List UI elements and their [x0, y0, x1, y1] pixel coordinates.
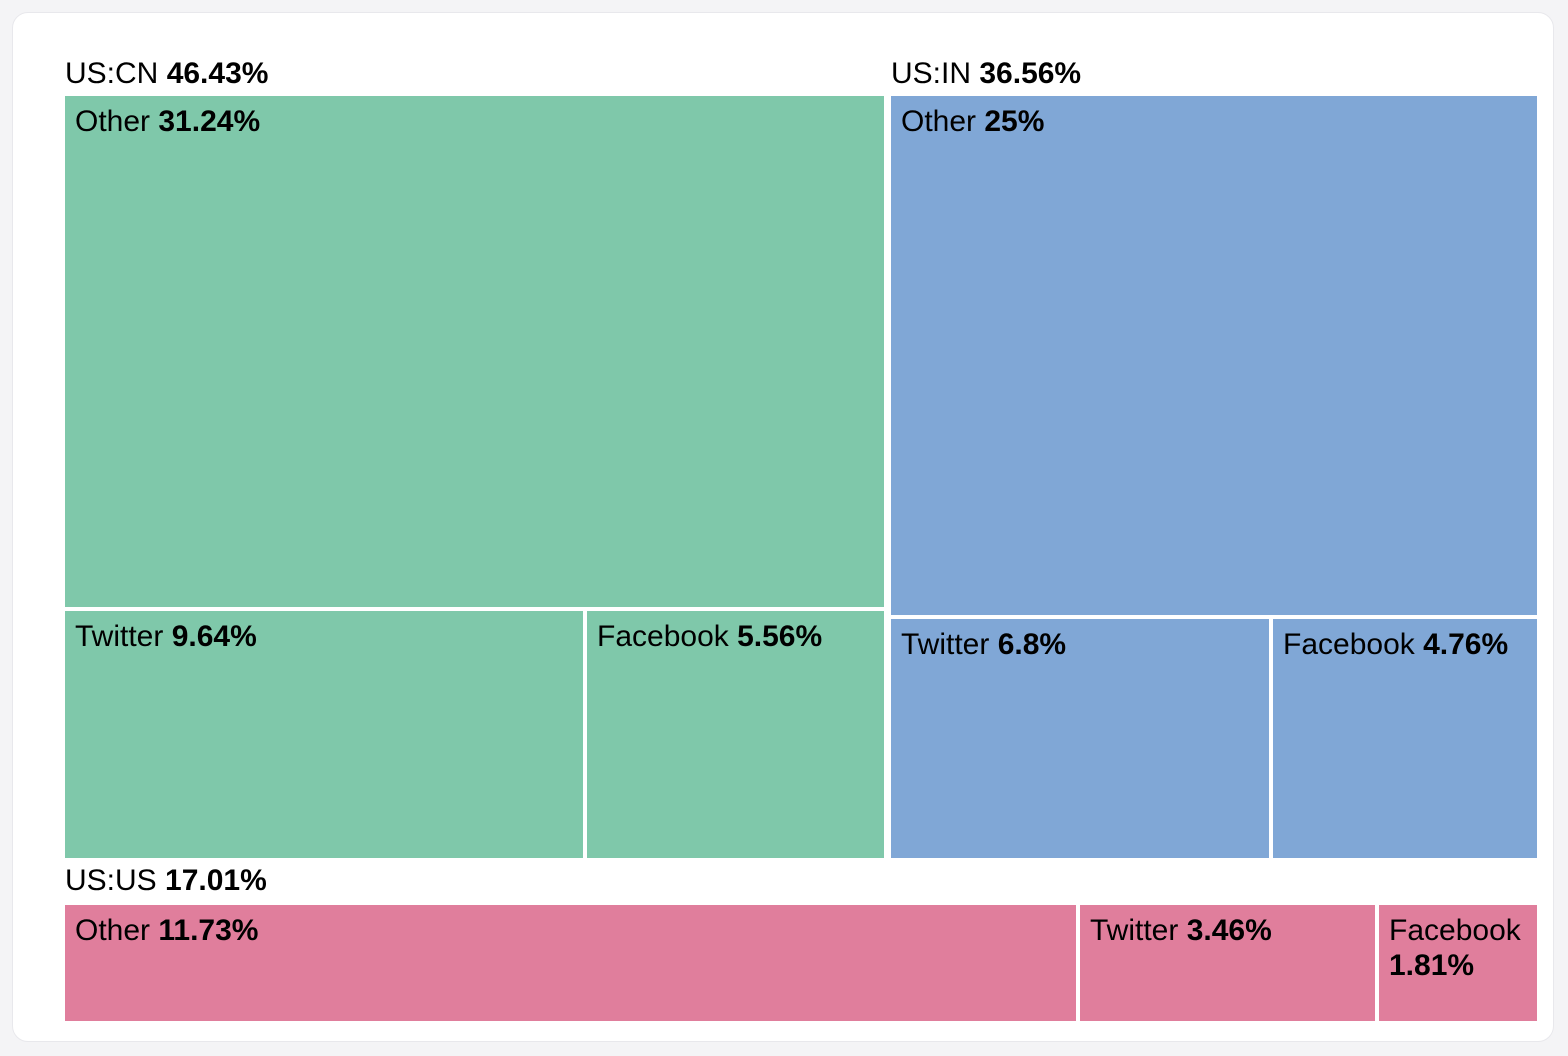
- treemap-cell-us-cn-facebook[interactable]: Facebook 5.56%: [587, 611, 884, 858]
- cell-label: Facebook: [597, 620, 729, 653]
- cell-value: 31.24%: [158, 105, 261, 138]
- cell-value: 11.73%: [158, 914, 259, 947]
- cell-label: Twitter: [75, 620, 164, 653]
- cell-value: 9.64%: [171, 620, 257, 653]
- cell-value: 25%: [984, 105, 1045, 138]
- cell-label: Other: [901, 105, 977, 138]
- group-name: US:CN: [65, 57, 159, 90]
- treemap-cell-us-in-facebook[interactable]: Facebook 4.76%: [1273, 619, 1537, 858]
- treemap-cell-us-cn-other[interactable]: Other 31.24%: [65, 96, 884, 607]
- cell-label: Twitter: [901, 628, 990, 661]
- treemap-cell-us-us-other[interactable]: Other 11.73%: [65, 905, 1076, 1021]
- treemap-cell-us-us-twitter[interactable]: Twitter 3.46%: [1080, 905, 1375, 1021]
- cell-label: Facebook: [1283, 628, 1415, 661]
- cell-value: 4.76%: [1423, 628, 1509, 661]
- treemap-cell-us-cn-twitter[interactable]: Twitter 9.64%: [65, 611, 583, 858]
- group-share: 36.56%: [979, 57, 1082, 90]
- treemap-cell-us-us-facebook[interactable]: Facebook 1.81%: [1379, 905, 1537, 1021]
- cell-label: Other: [75, 105, 151, 138]
- cell-value: 1.81%: [1389, 949, 1475, 983]
- group-header-us-us: US:US 17.01%: [65, 864, 267, 897]
- cell-label: Facebook: [1389, 914, 1521, 947]
- treemap-card: US:CN 46.43% US:IN 36.56% US:US 17.01% O…: [12, 12, 1554, 1042]
- group-name: US:US: [65, 864, 157, 897]
- group-header-us-in: US:IN 36.56%: [891, 57, 1081, 90]
- group-share: 46.43%: [166, 57, 269, 90]
- cell-value: 5.56%: [737, 620, 823, 653]
- cell-label: Twitter: [1090, 914, 1179, 947]
- group-name: US:IN: [891, 57, 972, 90]
- treemap-cell-us-in-other[interactable]: Other 25%: [891, 96, 1537, 615]
- group-share: 17.01%: [165, 864, 267, 897]
- cell-label: Other: [75, 914, 151, 947]
- treemap-chart: US:CN 46.43% US:IN 36.56% US:US 17.01% O…: [13, 13, 1568, 1056]
- cell-value: 6.8%: [997, 628, 1067, 661]
- treemap-cell-us-in-twitter[interactable]: Twitter 6.8%: [891, 619, 1269, 858]
- group-header-us-cn: US:CN 46.43%: [65, 57, 268, 90]
- cell-value: 3.46%: [1186, 914, 1272, 947]
